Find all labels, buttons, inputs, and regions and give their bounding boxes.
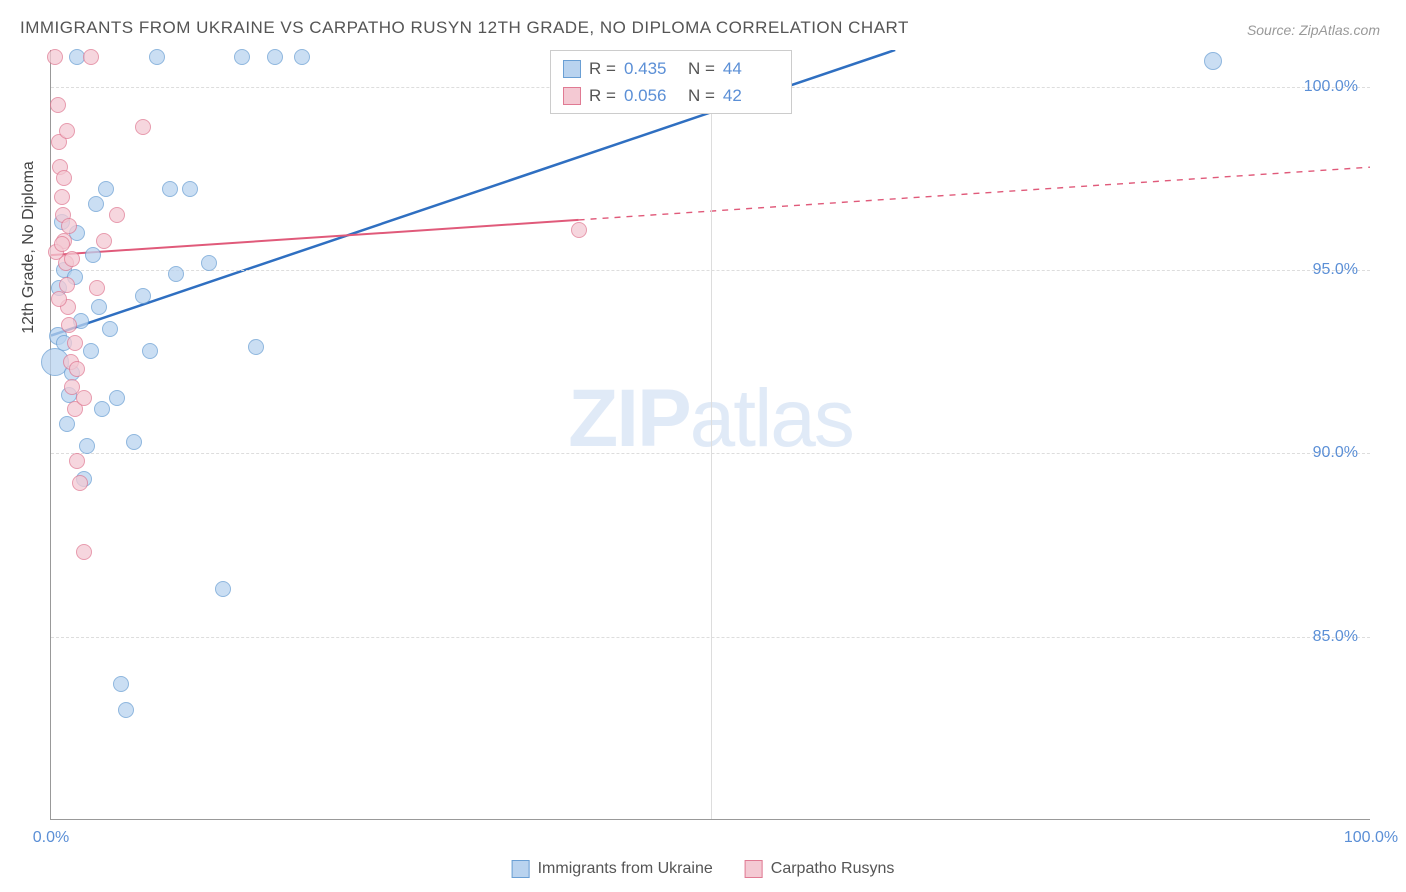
legend-item-ukraine: Immigrants from Ukraine xyxy=(512,860,713,878)
scatter-point-ukraine xyxy=(94,401,110,417)
scatter-point-ukraine xyxy=(215,581,231,597)
n-value-rusyn: 42 xyxy=(723,82,779,109)
scatter-point-ukraine xyxy=(201,255,217,271)
r-value-ukraine: 0.435 xyxy=(624,55,680,82)
correlation-legend-row-ukraine: R = 0.435 N = 44 xyxy=(563,55,779,82)
x-tick-label: 0.0% xyxy=(33,829,69,847)
scatter-point-rusyn xyxy=(54,189,70,205)
scatter-point-rusyn xyxy=(51,291,67,307)
scatter-point-ukraine xyxy=(162,181,178,197)
scatter-point-rusyn xyxy=(571,222,587,238)
scatter-point-ukraine xyxy=(118,702,134,718)
y-tick-label: 90.0% xyxy=(1313,444,1358,462)
n-label: N = xyxy=(688,55,715,82)
scatter-point-ukraine xyxy=(98,181,114,197)
scatter-point-rusyn xyxy=(59,123,75,139)
scatter-point-ukraine xyxy=(79,438,95,454)
scatter-point-ukraine xyxy=(149,49,165,65)
scatter-point-rusyn xyxy=(96,233,112,249)
scatter-point-rusyn xyxy=(61,218,77,234)
scatter-point-ukraine xyxy=(135,288,151,304)
scatter-point-ukraine xyxy=(109,390,125,406)
scatter-point-rusyn xyxy=(72,475,88,491)
scatter-point-rusyn xyxy=(69,361,85,377)
r-label: R = xyxy=(589,82,616,109)
scatter-point-ukraine xyxy=(102,321,118,337)
scatter-point-rusyn xyxy=(54,236,70,252)
scatter-point-ukraine xyxy=(85,247,101,263)
series-legend: Immigrants from Ukraine Carpatho Rusyns xyxy=(512,860,895,878)
scatter-point-rusyn xyxy=(135,119,151,135)
r-label: R = xyxy=(589,55,616,82)
scatter-point-ukraine xyxy=(294,49,310,65)
plot-area: ZIPatlas 85.0%90.0%95.0%100.0%0.0%100.0% xyxy=(50,50,1370,820)
scatter-point-ukraine xyxy=(126,434,142,450)
scatter-point-ukraine xyxy=(88,196,104,212)
y-axis-label: 12th Grade, No Diploma xyxy=(20,161,38,334)
legend-label-rusyn: Carpatho Rusyns xyxy=(771,860,895,878)
scatter-point-ukraine xyxy=(248,339,264,355)
scatter-point-ukraine xyxy=(113,676,129,692)
scatter-point-ukraine xyxy=(182,181,198,197)
legend-item-rusyn: Carpatho Rusyns xyxy=(745,860,895,878)
scatter-point-rusyn xyxy=(64,251,80,267)
scatter-point-rusyn xyxy=(69,453,85,469)
scatter-point-ukraine xyxy=(83,343,99,359)
scatter-point-ukraine xyxy=(91,299,107,315)
n-value-ukraine: 44 xyxy=(723,55,779,82)
correlation-legend: R = 0.435 N = 44 R = 0.056 N = 42 xyxy=(550,50,792,114)
r-value-rusyn: 0.056 xyxy=(624,82,680,109)
source-label: Source: ZipAtlas.com xyxy=(1247,22,1380,38)
watermark-zip: ZIP xyxy=(568,373,690,464)
scatter-point-ukraine xyxy=(1204,52,1222,70)
scatter-point-rusyn xyxy=(76,544,92,560)
n-label: N = xyxy=(688,82,715,109)
scatter-point-rusyn xyxy=(47,49,63,65)
gridline-v xyxy=(711,50,712,819)
scatter-point-ukraine xyxy=(168,266,184,282)
scatter-point-ukraine xyxy=(59,416,75,432)
x-tick-label: 100.0% xyxy=(1344,829,1398,847)
swatch-ukraine-icon xyxy=(512,860,530,878)
scatter-point-rusyn xyxy=(59,277,75,293)
scatter-point-rusyn xyxy=(89,280,105,296)
swatch-rusyn-icon xyxy=(745,860,763,878)
scatter-point-ukraine xyxy=(234,49,250,65)
scatter-point-rusyn xyxy=(109,207,125,223)
y-tick-label: 95.0% xyxy=(1313,261,1358,279)
scatter-point-rusyn xyxy=(67,335,83,351)
legend-label-ukraine: Immigrants from Ukraine xyxy=(538,860,713,878)
scatter-point-rusyn xyxy=(83,49,99,65)
chart-title: IMMIGRANTS FROM UKRAINE VS CARPATHO RUSY… xyxy=(20,18,909,38)
scatter-point-rusyn xyxy=(50,97,66,113)
watermark-atlas: atlas xyxy=(690,373,853,464)
scatter-point-ukraine xyxy=(142,343,158,359)
scatter-point-rusyn xyxy=(61,317,77,333)
swatch-rusyn-icon xyxy=(563,87,581,105)
correlation-legend-row-rusyn: R = 0.056 N = 42 xyxy=(563,82,779,109)
scatter-point-rusyn xyxy=(76,390,92,406)
swatch-ukraine-icon xyxy=(563,60,581,78)
scatter-point-ukraine xyxy=(267,49,283,65)
y-tick-label: 85.0% xyxy=(1313,628,1358,646)
scatter-point-rusyn xyxy=(56,170,72,186)
y-tick-label: 100.0% xyxy=(1304,78,1358,96)
